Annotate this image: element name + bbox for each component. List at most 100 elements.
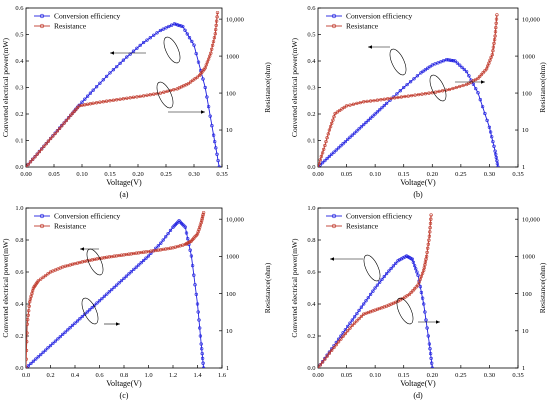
efficiency-point <box>166 231 170 236</box>
efficiency-point <box>343 139 348 144</box>
resistance-point <box>406 94 410 98</box>
resistance-point <box>484 67 489 71</box>
efficiency-point <box>135 46 139 50</box>
y2-tick-label: 100 <box>522 90 532 97</box>
legend-label-efficiency: Conversion efficiency <box>346 212 413 221</box>
x-tick-label: 0.00 <box>312 372 323 379</box>
efficiency-point <box>428 347 432 351</box>
efficiency-point <box>85 310 89 314</box>
efficiency-point <box>186 237 190 241</box>
resistance-point <box>319 154 324 159</box>
resistance-point <box>428 221 433 226</box>
annotation-arrowhead <box>481 80 485 84</box>
efficiency-point <box>139 261 143 265</box>
x-tick-label: 0.10 <box>369 171 380 178</box>
efficiency-point <box>214 146 218 150</box>
efficiency-point <box>112 285 116 290</box>
resistance-point <box>396 299 400 303</box>
efficiency-point <box>39 352 43 357</box>
resistance-point <box>323 357 327 361</box>
efficiency-point <box>124 274 129 278</box>
x-tick-label: 1.6 <box>218 372 227 379</box>
efficiency-point <box>88 91 93 95</box>
x-tick-label: 0.15 <box>398 372 409 379</box>
efficiency-point <box>488 130 493 134</box>
resistance-point <box>323 143 327 148</box>
resistance-point <box>199 221 203 225</box>
efficiency-point <box>195 302 200 306</box>
x-tick-label: 0.15 <box>398 171 409 178</box>
resistance-point <box>197 227 201 232</box>
resistance-point <box>200 219 204 223</box>
resistance-point <box>461 83 465 88</box>
efficiency-point <box>480 104 485 109</box>
efficiency-point <box>108 71 112 75</box>
efficiency-point <box>405 82 409 87</box>
resistance-point <box>492 41 496 46</box>
resistance-point <box>483 69 487 73</box>
resistance-point <box>322 147 326 152</box>
annotation-arrowhead <box>201 110 205 114</box>
y-tick-label: 0.2 <box>15 333 23 340</box>
efficiency-point <box>415 270 419 274</box>
resistance-point <box>135 95 139 99</box>
efficiency-point <box>75 319 80 323</box>
efficiency-point <box>396 259 400 263</box>
efficiency-point <box>348 135 352 139</box>
resistance-point <box>326 132 330 136</box>
resistance-point <box>479 72 484 77</box>
annotation-ellipse <box>163 36 181 64</box>
resistance-point <box>355 101 359 106</box>
plot-frame <box>317 207 519 369</box>
efficiency-point <box>399 257 404 261</box>
efficiency-point <box>172 22 177 26</box>
efficiency-point <box>73 321 77 325</box>
efficiency-point <box>115 64 119 69</box>
resistance-point <box>26 313 30 317</box>
resistance-point <box>427 234 432 238</box>
resistance-point <box>352 321 357 325</box>
resistance-point <box>204 63 208 67</box>
resistance-point <box>407 292 412 297</box>
efficiency-point <box>384 271 389 276</box>
annotation-arrowhead <box>330 257 334 261</box>
resistance-point <box>212 36 217 40</box>
efficiency-point <box>192 43 196 47</box>
resistance-point <box>211 39 216 44</box>
resistance-point <box>48 136 53 141</box>
resistance-point <box>28 160 33 164</box>
y-tick-label: 0.0 <box>15 164 23 171</box>
efficiency-point <box>141 258 146 263</box>
efficiency-point <box>26 364 31 368</box>
efficiency-point <box>196 60 201 64</box>
efficiency-point <box>373 112 377 116</box>
resistance-point <box>37 150 42 154</box>
x-tick-label: 0.30 <box>484 171 495 178</box>
resistance-point <box>26 348 29 353</box>
resistance-point <box>413 93 417 97</box>
efficiency-point <box>474 86 478 91</box>
efficiency-point <box>428 64 432 69</box>
efficiency-point <box>105 292 109 296</box>
efficiency-point <box>478 98 482 102</box>
resistance-point <box>141 94 146 98</box>
resistance-point <box>69 113 73 117</box>
resistance-point <box>214 27 218 32</box>
resistance-point <box>26 340 29 344</box>
resistance-point <box>318 161 321 166</box>
y-tick-label: 0.6 <box>307 5 316 12</box>
efficiency-point <box>213 139 217 144</box>
legend-marker <box>39 213 45 219</box>
resistance-point <box>365 99 369 104</box>
x-tick-label: 0.35 <box>512 171 523 178</box>
resistance-point <box>62 121 66 125</box>
x-tick-label: 1.4 <box>193 372 202 379</box>
resistance-point <box>195 232 200 236</box>
resistance-point <box>26 331 29 335</box>
resistance-point <box>325 354 329 358</box>
resistance-point <box>206 57 211 61</box>
annotation-ellipse <box>429 74 447 102</box>
x-tick-label: 0.35 <box>512 372 523 379</box>
resistance-point <box>318 165 320 167</box>
